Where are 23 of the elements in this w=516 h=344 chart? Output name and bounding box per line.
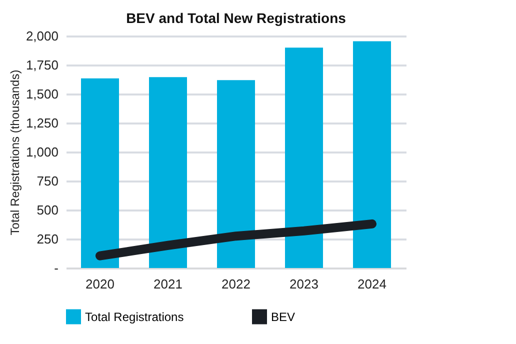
bar: [353, 41, 391, 268]
x-tick-label: 2023: [290, 276, 318, 292]
bar: [217, 80, 255, 268]
bar: [149, 77, 187, 268]
chart-title: BEV and Total New Registrations: [126, 10, 346, 26]
y-tick-label: -: [54, 260, 58, 276]
y-tick-label: 500: [36, 202, 58, 218]
bar: [285, 48, 323, 268]
x-tick-label: 2020: [86, 276, 114, 292]
y-tick-label: 1,500: [26, 86, 58, 102]
legend-label: BEV: [271, 310, 296, 324]
y-tick-label: 2,000: [26, 28, 58, 44]
y-tick-label: 250: [36, 232, 58, 246]
y-tick-label: 1,000: [26, 144, 58, 160]
x-tick-label: 2021: [154, 276, 182, 292]
y-tick-label: 1,750: [26, 58, 58, 72]
y-axis-title: Total Registrations (thousands): [8, 70, 22, 236]
x-tick-label: 2024: [358, 276, 386, 292]
bar: [81, 78, 119, 268]
y-tick-label: 750: [36, 174, 58, 188]
x-tick-label: 2022: [222, 276, 250, 292]
y-tick-label: 1,250: [26, 116, 58, 130]
legend-label: Total Registrations: [85, 310, 184, 324]
